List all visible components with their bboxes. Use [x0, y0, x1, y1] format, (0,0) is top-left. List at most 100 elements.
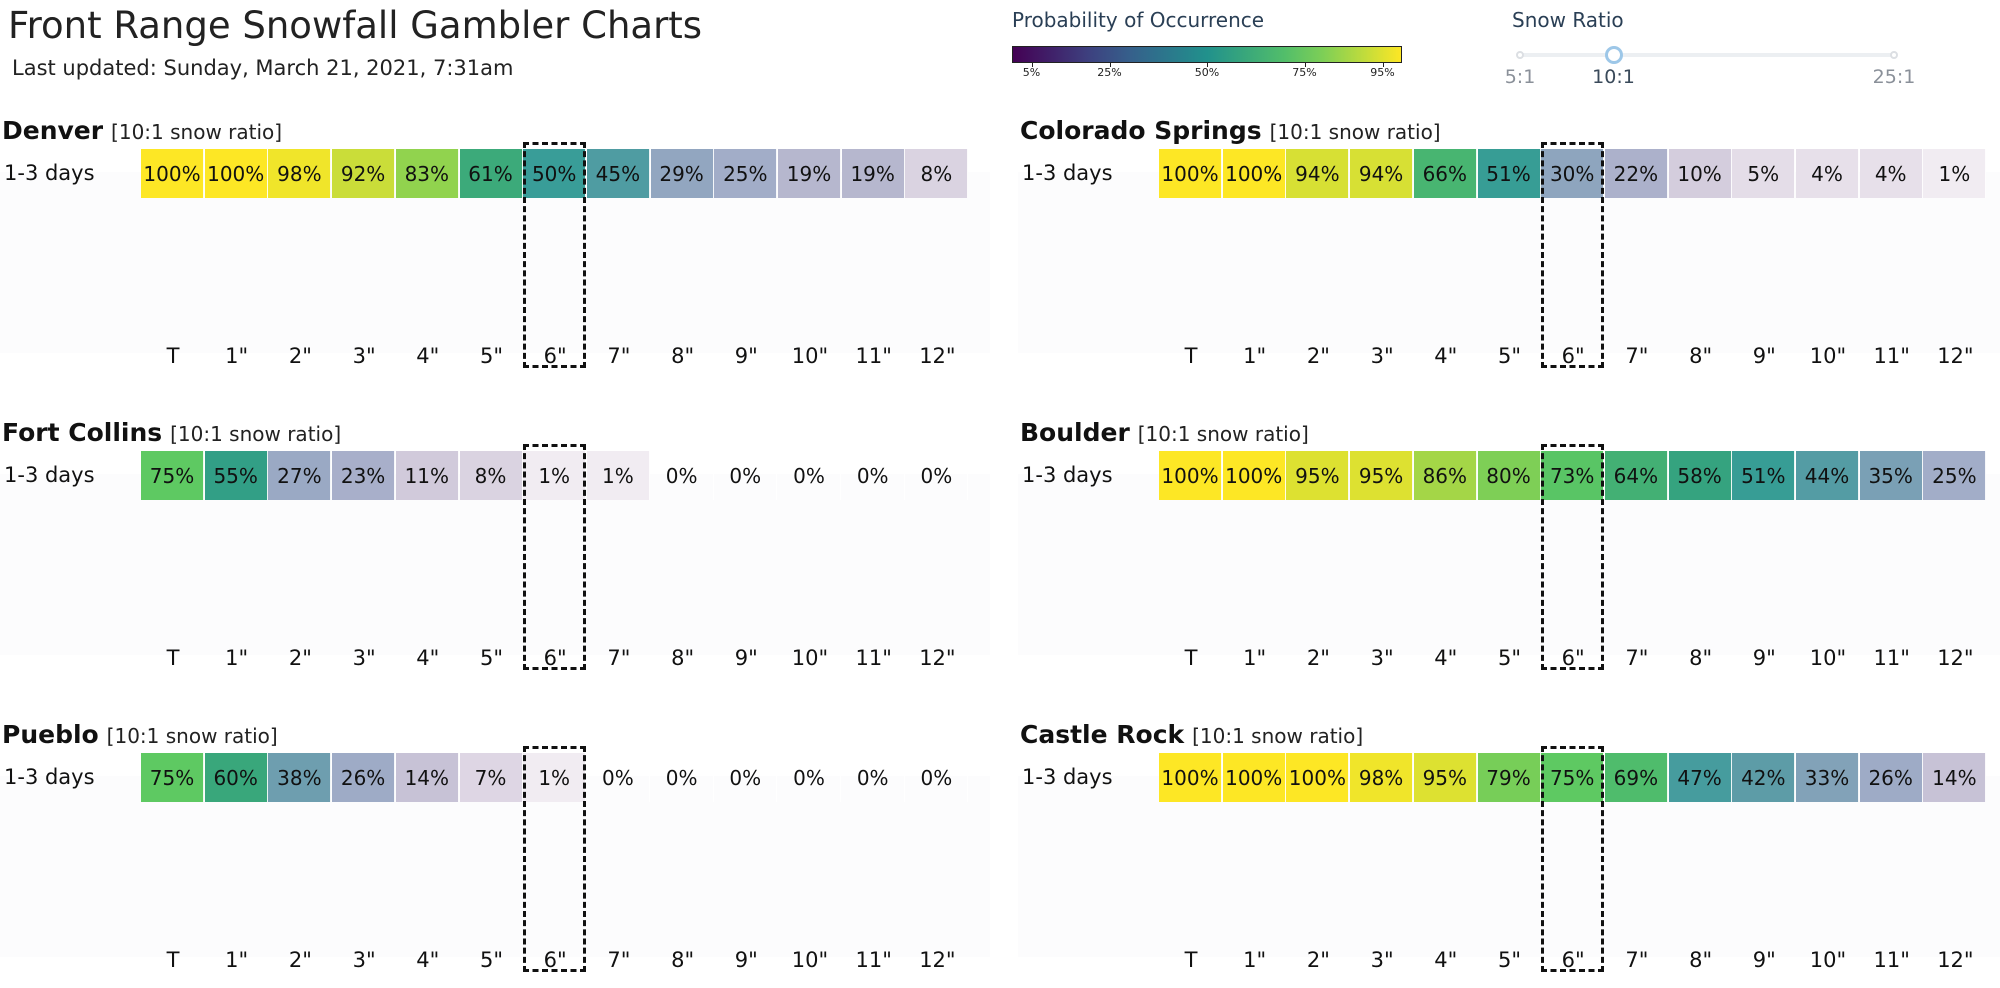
heatmap-cell: 100% [1159, 753, 1222, 802]
highlight-column-box [1541, 444, 1605, 670]
colorbar-tick-mark [1207, 62, 1208, 67]
heatmap-cell: 23% [332, 451, 396, 500]
x-tick-label: 3" [352, 646, 376, 670]
panel-background [1018, 776, 2000, 957]
x-tick-label: 8" [671, 646, 695, 670]
highlight-column-box [523, 444, 587, 670]
x-tick-label: 10" [1809, 646, 1847, 670]
panel-snow-ratio-note: [10:1 snow ratio] [1137, 422, 1309, 446]
page-title: Front Range Snowfall Gambler Charts [8, 4, 703, 47]
panel-city-name: Pueblo [2, 720, 99, 749]
x-tick-label: 8" [671, 344, 695, 368]
panel-background [1018, 172, 2000, 353]
heatmap-cell: 1% [523, 753, 587, 802]
x-tick-label: 10" [791, 948, 829, 972]
heatmap-cell: 44% [1796, 451, 1859, 500]
heatmap-cell: 27% [268, 451, 332, 500]
heatmap-cell: 75% [141, 753, 204, 802]
heatmap-cell: 80% [1477, 451, 1541, 500]
highlight-column-box [1541, 746, 1605, 972]
heatmap-panel: Pueblo [10:1 snow ratio] 1-3 days 75% 60% 38… [0, 716, 990, 972]
heatmap-cell: 51% [1732, 451, 1796, 500]
panel-snow-ratio-note: [10:1 snow ratio] [170, 422, 342, 446]
heatmap-cell: 100% [204, 149, 268, 198]
heatmap-cell: 98% [1350, 753, 1414, 802]
panel-title: Pueblo [10:1 snow ratio] [2, 720, 278, 749]
panel-title: Castle Rock [10:1 snow ratio] [1020, 720, 1363, 749]
snow-ratio-stop[interactable] [1516, 51, 1524, 59]
heatmap-cell: 33% [1796, 753, 1859, 802]
x-tick-label: 11" [1873, 344, 1910, 368]
snow-ratio-stop[interactable] [1890, 51, 1898, 59]
x-tick-label: 8" [1689, 948, 1713, 972]
heatmap-panel: Fort Collins [10:1 snow ratio] 1-3 days 75… [0, 414, 990, 670]
x-tick-label: 1" [1243, 948, 1267, 972]
heatmap-cell: 0% [651, 451, 714, 500]
x-tick-label: 7" [607, 646, 631, 670]
heatmap-cell: 100% [1222, 753, 1286, 802]
heatmap-cell: 100% [141, 149, 204, 198]
heatmap-cell: 26% [332, 753, 396, 802]
colorbar [1012, 46, 1402, 63]
x-tick-label: 9" [1752, 646, 1776, 670]
colorbar-tick-label: 25% [1097, 66, 1122, 79]
x-tick-label: 11" [855, 948, 892, 972]
colorbar-tick-label: 75% [1292, 66, 1317, 79]
heatmap-cell: 4% [1859, 149, 1923, 198]
x-tick-label: 6" [1561, 344, 1585, 368]
snow-ratio-option-label[interactable]: 5:1 [1504, 66, 1536, 88]
heatmap-cell: 22% [1604, 149, 1668, 198]
heatmap-panel: Colorado Springs [10:1 snow ratio] 1-3 da… [1018, 112, 2000, 368]
x-tick-label: 11" [855, 646, 892, 670]
snow-ratio-option-label[interactable]: 25:1 [1872, 66, 1916, 88]
x-tick-label: 6" [543, 344, 567, 368]
snow-ratio-slider-track[interactable] [1520, 53, 1894, 57]
heatmap-cell: 95% [1350, 451, 1414, 500]
snow-ratio-slider-handle[interactable] [1604, 46, 1623, 64]
x-tick-label: 2" [1306, 344, 1330, 368]
x-tick-label: 12" [919, 646, 956, 670]
heatmap-cell: 100% [1222, 149, 1286, 198]
x-tick-label: 8" [1689, 344, 1713, 368]
heatmap-cell: 69% [1604, 753, 1668, 802]
x-tick-label: 11" [1873, 948, 1910, 972]
x-tick-label: 12" [1937, 948, 1974, 972]
panel-title: Boulder [10:1 snow ratio] [1020, 418, 1309, 447]
x-tick-label: 12" [919, 344, 956, 368]
snow-ratio-option-label[interactable]: 10:1 [1592, 66, 1635, 88]
panel-city-name: Denver [2, 116, 104, 145]
x-tick-label: 5" [479, 646, 504, 670]
row-label: 1-3 days [1022, 463, 1113, 487]
heatmap-cell: 25% [1923, 451, 1987, 500]
heatmap-panel: Denver [10:1 snow ratio] 1-3 days 100% 100%… [0, 112, 990, 368]
x-tick-label: T [166, 948, 180, 972]
x-tick-label: T [166, 344, 180, 368]
x-tick-label: T [1184, 344, 1198, 368]
panel-background [1018, 474, 2000, 655]
x-tick-label: 5" [479, 948, 504, 972]
x-tick-label: 4" [1434, 344, 1458, 368]
colorbar-tick-label: 50% [1194, 66, 1220, 79]
x-tick-label: 9" [734, 646, 758, 670]
x-tick-label: 6" [1561, 646, 1585, 670]
x-tick-label: 10" [1809, 344, 1847, 368]
row-label: 1-3 days [4, 765, 95, 789]
heatmap-cell: 100% [1159, 149, 1222, 198]
x-tick-label: 3" [1370, 344, 1394, 368]
heatmap-cell: 19% [841, 149, 905, 198]
x-tick-label: 9" [734, 948, 758, 972]
heatmap-cell: 8% [459, 451, 523, 500]
heatmap-cell: 55% [204, 451, 268, 500]
heatmap-cell: 0% [587, 753, 650, 802]
x-tick-label: T [1184, 948, 1198, 972]
panel-snow-ratio-note: [10:1 snow ratio] [111, 120, 283, 144]
panel-title: Colorado Springs [10:1 snow ratio] [1020, 116, 1441, 145]
heatmap-cell: 26% [1859, 753, 1923, 802]
heatmap-cell: 0% [778, 753, 841, 802]
heatmap-panel: Castle Rock [10:1 snow ratio] 1-3 days 100… [1018, 716, 2000, 972]
x-tick-label: 10" [791, 344, 829, 368]
heatmap-cell: 0% [842, 753, 905, 802]
colorbar-tick-mark [1382, 62, 1384, 67]
heatmap-cell: 0% [651, 753, 714, 802]
panel-background [0, 776, 990, 957]
